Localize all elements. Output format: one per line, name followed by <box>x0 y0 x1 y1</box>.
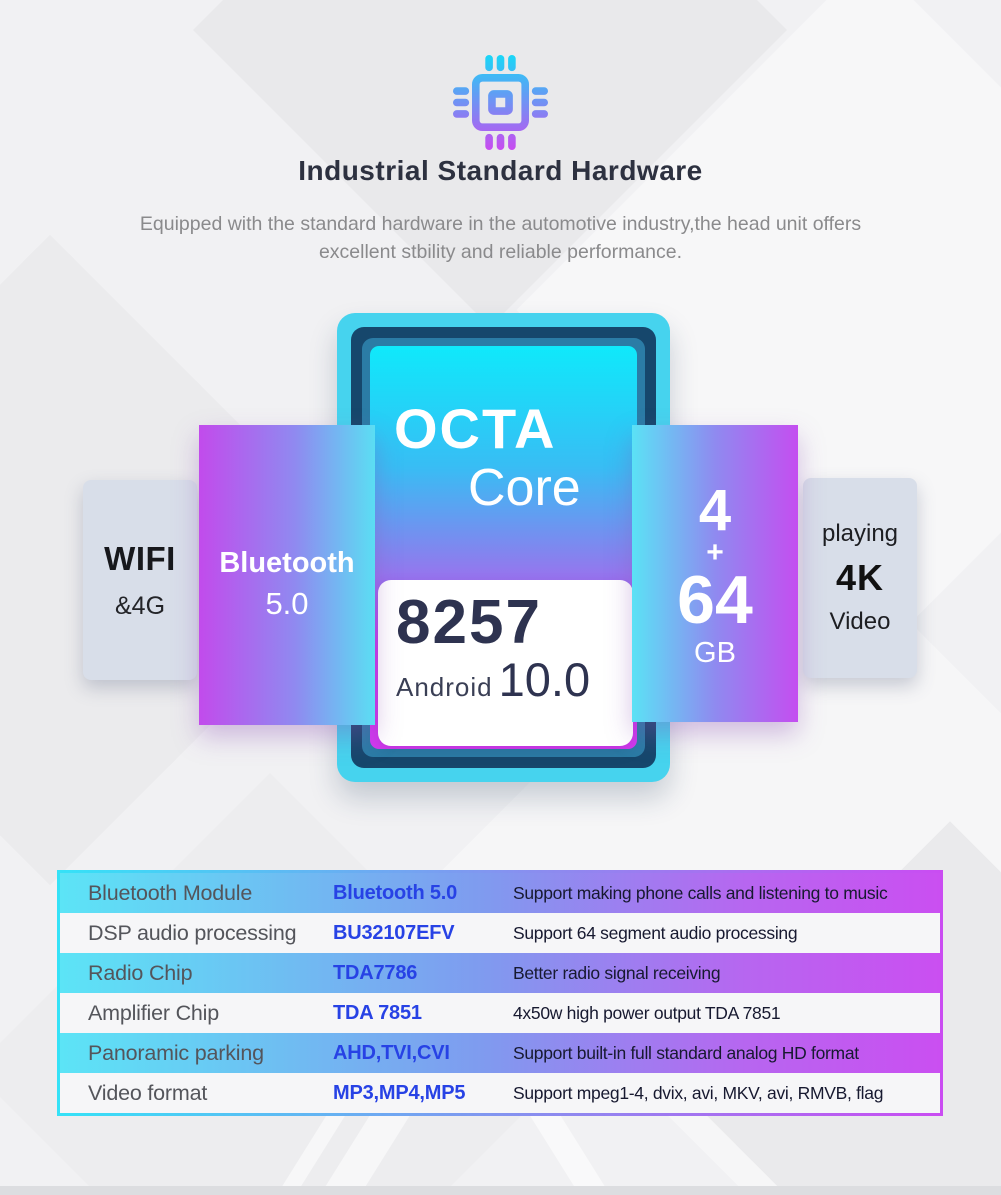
rom-size: 64 <box>677 561 753 638</box>
page-title: Industrial Standard Hardware <box>298 155 703 186</box>
page-subtitle: Equipped with the standard hardware in t… <box>0 210 1001 266</box>
spec-label: Radio Chip <box>88 960 193 985</box>
spec-description: Support 64 segment audio processing <box>513 922 798 943</box>
spec-table-row: Panoramic parking AHD,TVI,CVI Support bu… <box>60 1033 940 1073</box>
spec-table-row: Radio Chip TDA7786 Better radio signal r… <box>60 953 940 993</box>
spec-description: 4x50w high power output TDA 7851 <box>513 1002 781 1023</box>
4k-video-panel: playing 4K Video <box>803 478 917 678</box>
subtitle-line-1: Equipped with the standard hardware in t… <box>139 213 862 235</box>
spec-label: Panoramic parking <box>88 1040 264 1065</box>
bluetooth-version: 5.0 <box>265 585 309 621</box>
spec-table: Bluetooth Module Bluetooth 5.0 Support m… <box>57 870 943 1116</box>
spec-value: MP3,MP4,MP5 <box>333 1081 466 1104</box>
spec-label: Video format <box>88 1080 208 1105</box>
cpu-chip-icon <box>453 55 548 150</box>
spec-description: Support mpeg1-4, dvix, avi, MKV, avi, RM… <box>513 1082 884 1103</box>
spec-description: Support making phone calls and listening… <box>513 882 888 903</box>
ram-size: 4 <box>698 477 732 543</box>
spec-table-row: Amplifier Chip TDA 7851 4x50w high power… <box>60 993 940 1033</box>
bluetooth-panel: Bluetooth 5.0 <box>199 425 375 725</box>
subtitle-line-2: excellent stbility and reliable performa… <box>318 241 683 263</box>
plus-sign: + <box>706 535 724 569</box>
core-label: Core <box>468 459 581 517</box>
video-label: Video <box>829 608 891 635</box>
spec-table-row: Bluetooth Module Bluetooth 5.0 Support m… <box>60 873 940 913</box>
spec-value: BU32107EFV <box>333 921 455 944</box>
spec-label: Amplifier Chip <box>88 1000 220 1025</box>
spec-value: TDA7786 <box>333 961 418 984</box>
bottom-gray-band <box>0 1186 1001 1195</box>
bluetooth-label: Bluetooth <box>219 546 355 579</box>
android-version-number: 10.0 <box>498 653 591 706</box>
wifi-4g-panel: WIFI &4G <box>83 480 197 680</box>
spec-label: Bluetooth Module <box>88 880 253 905</box>
spec-table-row: DSP audio processing BU32107EFV Support … <box>60 913 940 953</box>
android-label: Android <box>396 672 493 702</box>
head-unit-tablet: OCTA Core 8257 Android 10.0 <box>337 313 670 782</box>
board-card: 8257 Android 10.0 <box>378 580 633 746</box>
spec-description: Better radio signal receiving <box>513 962 721 983</box>
android-version: Android 10.0 <box>396 652 633 707</box>
spec-value: AHD,TVI,CVI <box>333 1041 450 1064</box>
octa-label: OCTA <box>394 397 557 460</box>
wifi-label: WIFI <box>104 539 176 577</box>
playing-label: playing <box>821 520 899 547</box>
chip-model: 8257 <box>396 588 542 657</box>
spec-value: Bluetooth 5.0 <box>333 881 458 904</box>
spec-value: TDA 7851 <box>333 1001 422 1024</box>
spec-table-row: Video format MP3,MP4,MP5 Support mpeg1-4… <box>60 1073 940 1113</box>
memory-panel: 4 + 64 GB <box>632 425 798 722</box>
spec-label: DSP audio processing <box>88 920 297 945</box>
4k-label: 4K <box>835 557 885 598</box>
spec-table-rows: Bluetooth Module Bluetooth 5.0 Support m… <box>60 873 940 1113</box>
gb-unit: GB <box>694 636 736 669</box>
4g-label: &4G <box>114 591 166 620</box>
spec-description: Support built-in full standard analog HD… <box>513 1042 859 1063</box>
